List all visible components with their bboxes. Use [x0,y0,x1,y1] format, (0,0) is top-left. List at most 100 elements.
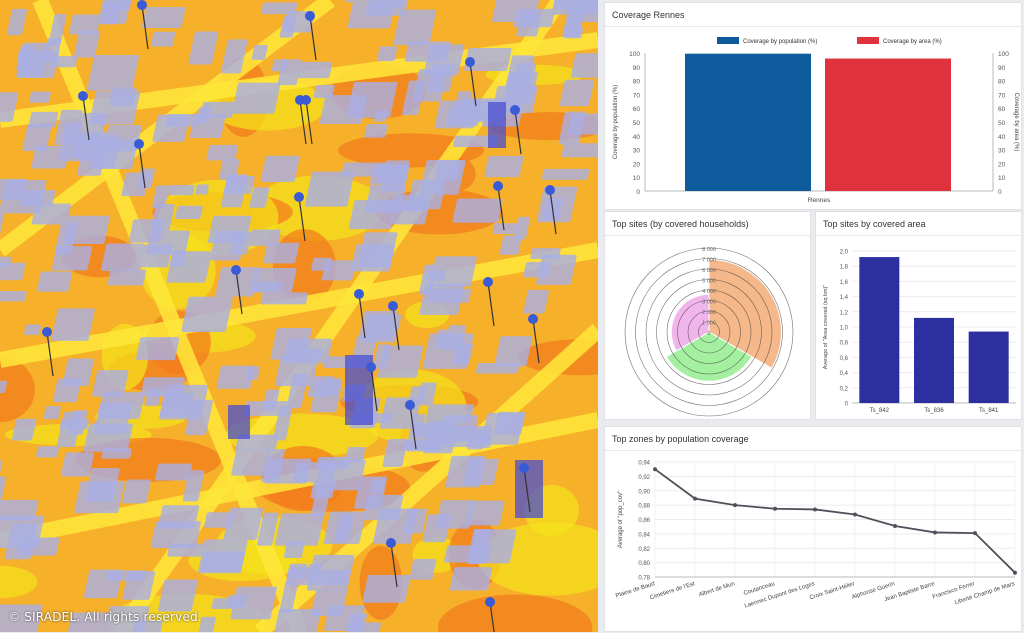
area-bar-chart[interactable]: 0 0,2 0,4 0,6 0,8 1,0 1,2 1,4 1,6 1,8 2,0 Average o… [816,237,1023,420]
site-pin-icon [388,301,398,311]
building [409,558,437,580]
coverage-map-3d[interactable]: © SIRADEL. All rights reserved. [0,0,598,632]
y-tick-label: 0,88 [638,504,650,510]
y2-axis-label: Coverage by area (%) [1013,93,1019,152]
y-tick-label: 0 [636,189,640,196]
building [493,411,526,435]
y-tick-label: 0,8 [840,341,849,347]
site-pin-icon [493,181,503,191]
building [377,46,398,62]
site-pin-icon [485,597,495,607]
building [263,242,300,264]
heatmap-patch [0,565,38,599]
building [270,328,312,360]
building [155,463,193,481]
building [523,289,549,314]
building [51,246,93,271]
building [19,190,35,207]
bar-ts_841 [968,331,1009,403]
dashboard-panel: Coverage Rennes 0 0 10 10 20 20 30 30 40 40 50 50 60… [598,0,1024,632]
map-canvas[interactable] [0,0,598,632]
building [230,586,277,620]
site-pin-icon [510,105,520,115]
polar-tick-label: 3 000 [702,300,716,306]
building [364,123,388,138]
y-axis-label: Coverage by population (%) [613,85,619,159]
building [502,71,538,104]
building [102,606,150,632]
building [345,446,366,463]
building [279,16,297,38]
building [250,281,283,292]
y2-tick-label: 20 [998,161,1006,168]
polar-ring [656,279,762,385]
building [465,500,505,526]
building [198,539,248,574]
card-title: Top sites (by covered households) [612,219,749,229]
site-pin-stem [370,366,378,412]
building [12,418,37,441]
building [452,198,503,223]
site-pin-stem [358,293,366,339]
building [87,55,140,91]
polar-tick-label: 5 000 [702,279,716,285]
heatmap-patch [0,357,35,423]
building [166,251,212,283]
building [558,111,586,145]
legend-swatch [717,37,739,44]
site-pin-stem [235,269,243,315]
building [256,512,279,546]
building [260,292,309,305]
building [231,449,271,476]
building [0,92,19,122]
building [343,622,382,632]
y-tick-label: 0,82 [638,547,650,553]
legend-swatch [857,37,879,44]
y-tick-label: 0,84 [638,532,650,538]
building [306,570,351,586]
building [83,569,123,599]
x-tick-label: Rennes [808,197,831,204]
building [275,355,319,387]
building [188,31,219,65]
x-tick-label: Cimetiere de l'Est [649,581,696,601]
building [93,402,132,434]
site-pin-stem [469,61,477,107]
building [245,366,260,380]
y-tick-label: 40 [633,134,641,141]
building [405,424,446,452]
polar-tick-label: 1 000 [702,321,716,327]
building [204,512,234,528]
y-tick-label: 20 [633,161,641,168]
data-point [973,531,977,536]
building [65,612,109,632]
households-polar-chart[interactable]: 0 1 000 2 000 3 000 4 000 5 000 6 000 7 000 8 00… [605,237,812,420]
building [141,6,186,28]
data-point [773,506,777,511]
zones-line-chart[interactable]: 0,78 0,80 0,82 0,84 0,86 0,88 0,90 0,92 0,94 Aver… [605,452,1023,633]
polar-ring [635,258,783,406]
building [311,257,332,271]
building [403,508,428,534]
coverage-rennes-card: Coverage Rennes 0 0 10 10 20 20 30 30 40 40 50 50 60… [604,2,1022,210]
building [275,513,325,546]
building [195,184,209,195]
building [484,155,524,178]
data-point [813,507,817,512]
building [175,205,203,220]
x-tick-label: Albert de Mun [698,581,735,598]
site-pin-stem [390,542,398,588]
site-pin-icon [354,289,364,299]
site-pin-icon [134,139,144,149]
data-point [893,523,897,528]
building [189,114,226,139]
site-pin-stem [489,601,495,632]
building [218,159,240,180]
building [216,365,255,389]
site-pin-stem [46,331,54,377]
y-axis-label: Average of "pop_cov" [618,491,624,549]
coverage-bar-chart[interactable]: 0 0 10 10 20 20 30 30 40 40 50 50 60 60 70 70 80 80 90 90 10… [605,27,1023,209]
building [36,446,59,458]
building [559,79,595,107]
x-tick-label: Ts_842 [870,408,890,414]
